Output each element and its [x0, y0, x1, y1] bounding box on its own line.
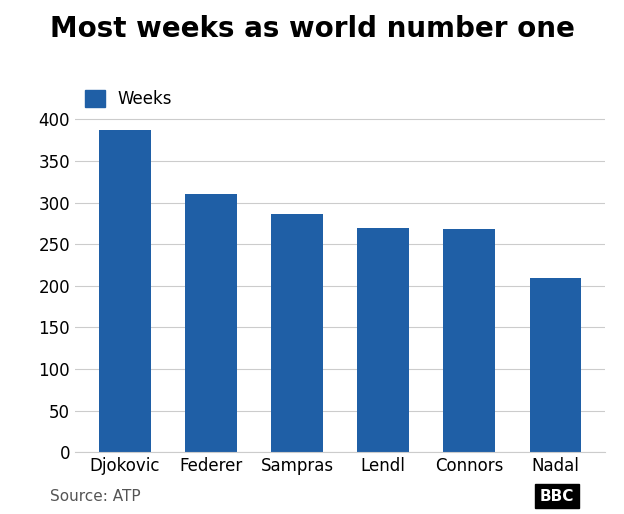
Bar: [271, 214, 323, 452]
Legend: Weeks: Weeks: [78, 83, 179, 115]
Bar: [530, 279, 581, 452]
Bar: [185, 194, 236, 452]
Bar: [444, 229, 495, 452]
Text: BBC: BBC: [540, 489, 574, 504]
Bar: [99, 130, 150, 452]
Bar: [358, 228, 409, 452]
Text: Source: ATP: Source: ATP: [50, 489, 140, 504]
Text: Most weeks as world number one: Most weeks as world number one: [50, 15, 575, 43]
